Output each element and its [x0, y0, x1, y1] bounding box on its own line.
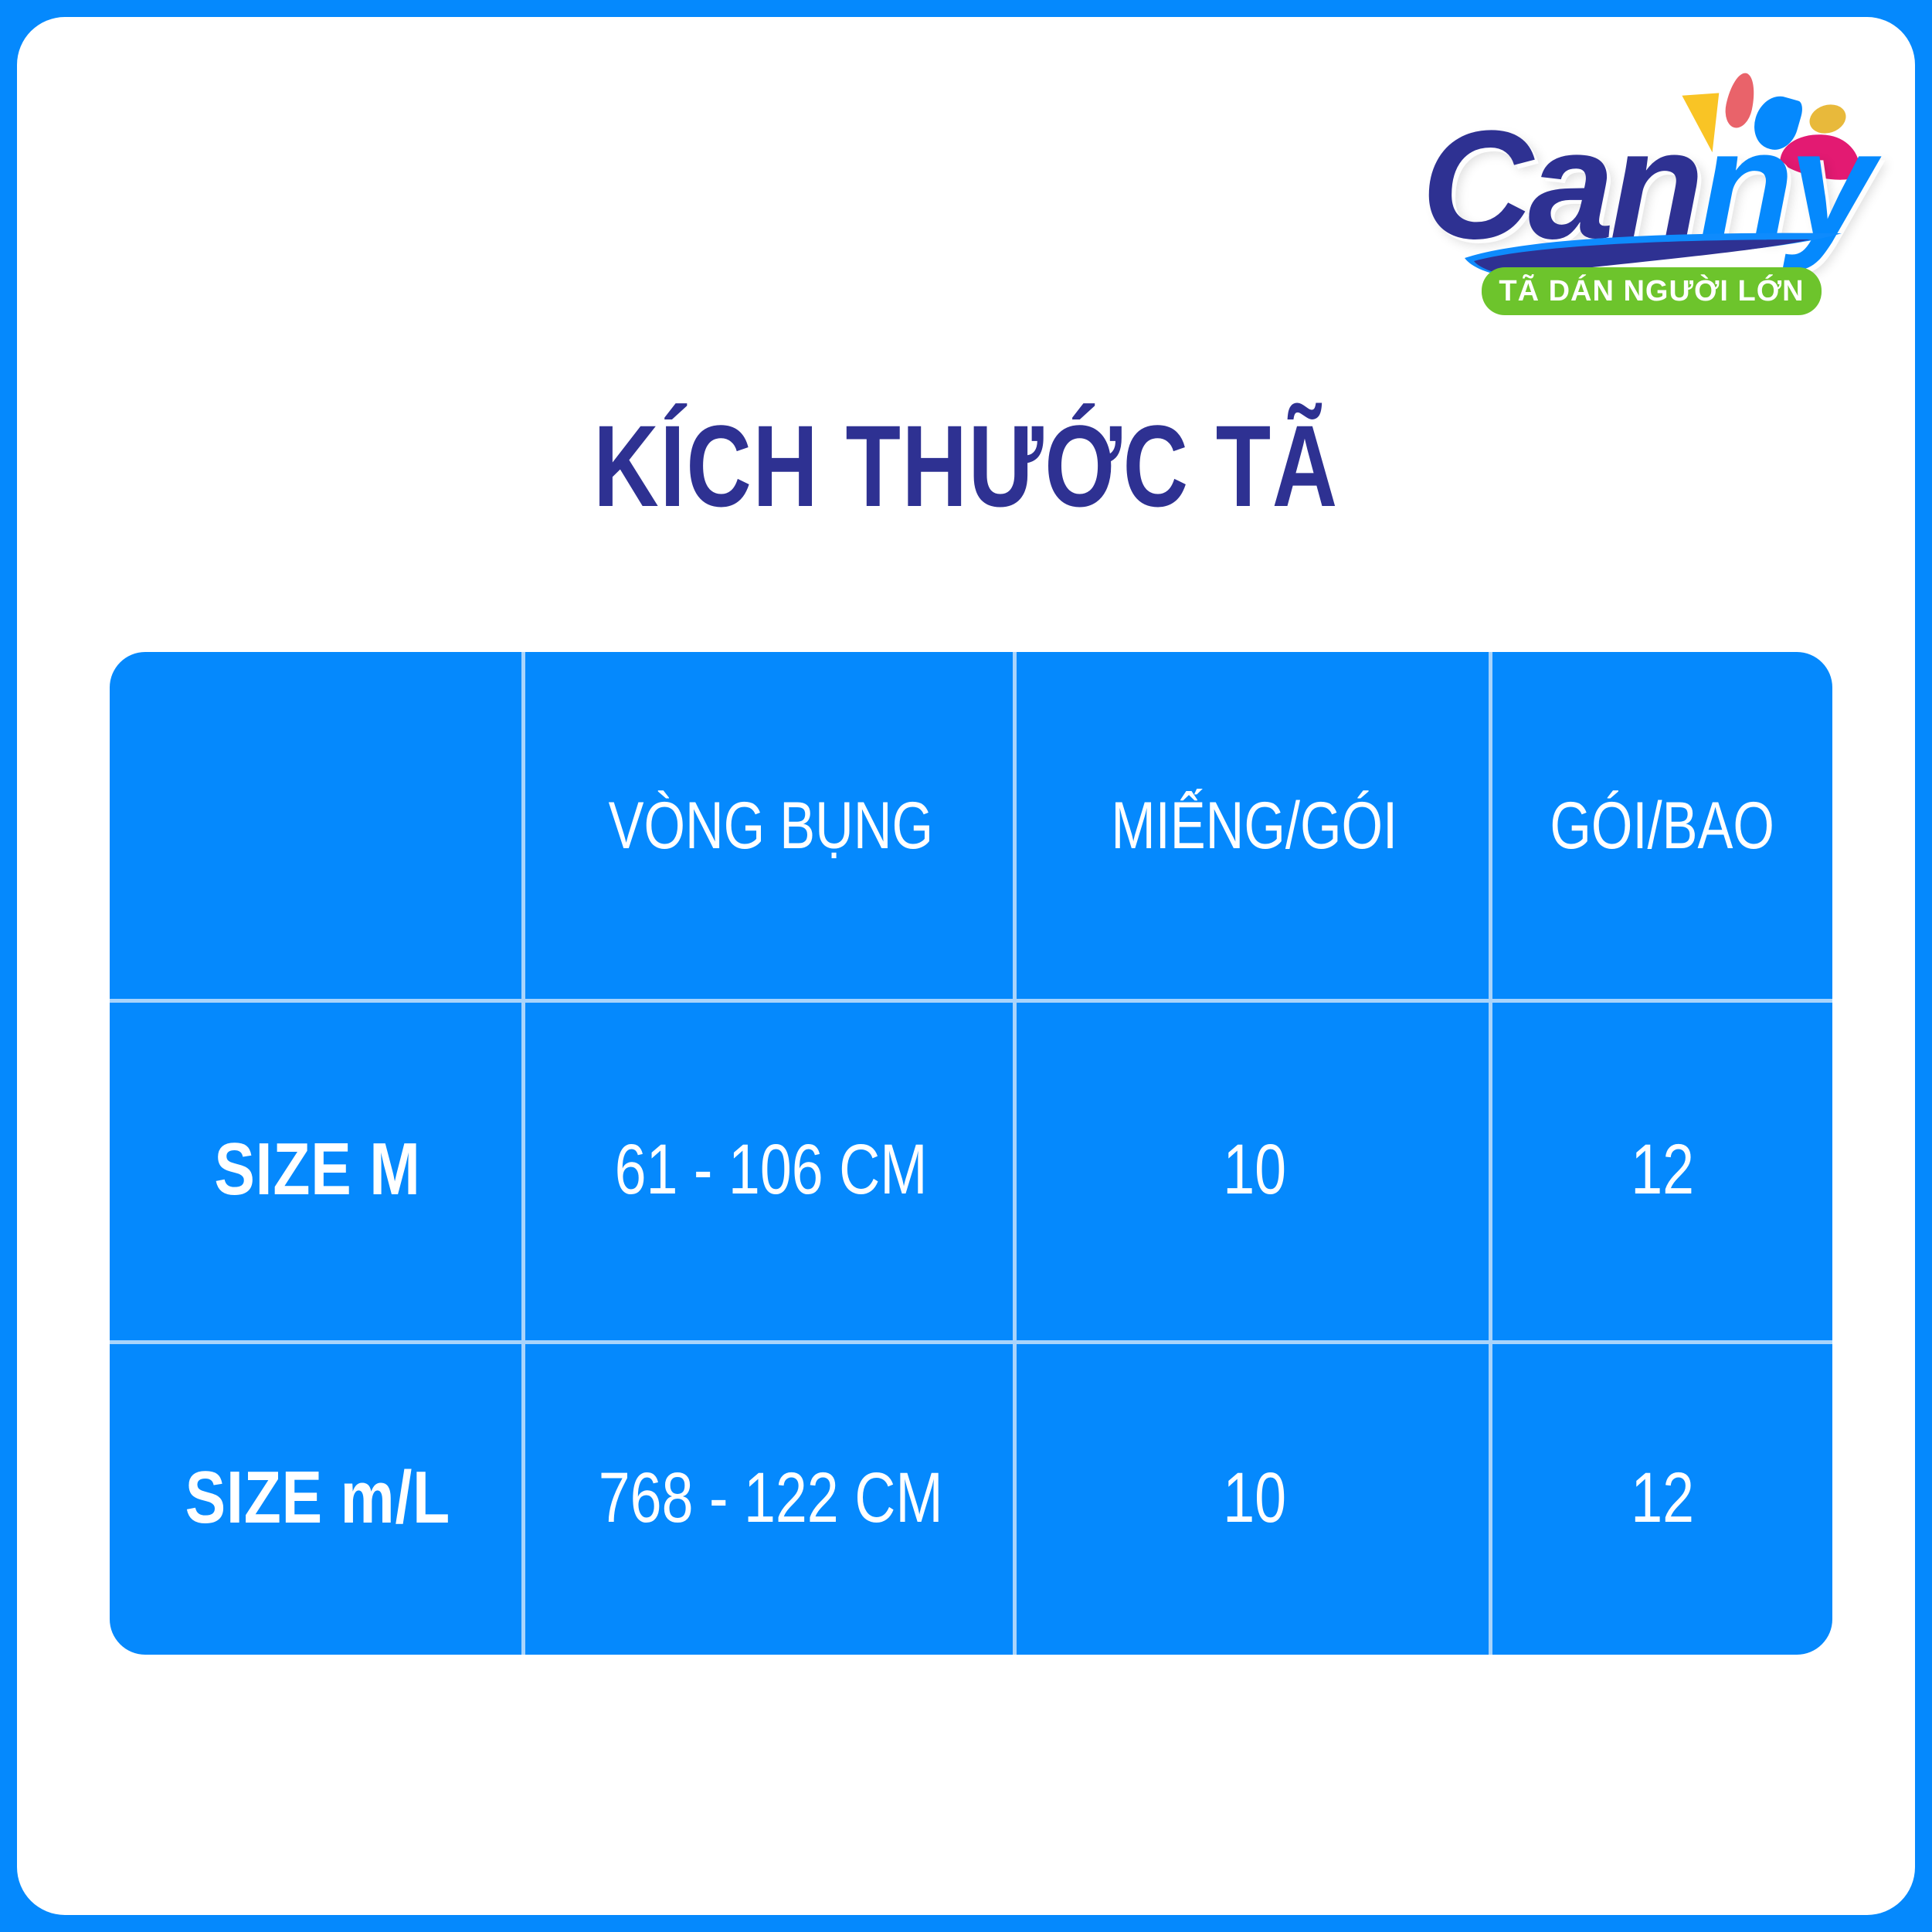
column-divider — [1013, 652, 1017, 999]
table-header-cell-pieces-per-pack: MIẾNG/GÓI — [1017, 652, 1492, 999]
size-chart-table: VÒNG BỤNG MIẾNG/GÓI GÓI/BAO SIZE M — [110, 652, 1832, 1655]
column-divider — [1489, 999, 1492, 1340]
table-cell-waist: 768 - 122 CM — [525, 1340, 1017, 1655]
column-divider — [521, 652, 525, 999]
table-cell-packs-per-bag: 12 — [1631, 1458, 1694, 1537]
column-divider — [1489, 1340, 1492, 1655]
table-cell-waist: 61 - 106 CM — [525, 999, 1017, 1340]
column-divider — [521, 1340, 525, 1655]
logo-wordmark: Canny — [1421, 108, 1900, 263]
row-divider — [110, 1340, 1832, 1344]
logo-tagline-badge: TÃ DÁN NGƯỜI LỚN — [1482, 267, 1822, 315]
table-cell-packs-per-bag: 12 — [1631, 1130, 1694, 1209]
table-row: SIZE M 61 - 106 CM 10 12 — [110, 999, 1832, 1340]
logo-tagline-text: TÃ DÁN NGƯỜI LỚN — [1499, 275, 1805, 307]
table-header-cell-waist: VÒNG BỤNG — [525, 652, 1017, 999]
table-cell-pieces-per-pack: 10 — [1017, 1340, 1492, 1655]
row-divider — [110, 999, 1832, 1003]
table-header-row: VÒNG BỤNG MIẾNG/GÓI GÓI/BAO — [110, 652, 1832, 999]
column-divider — [1013, 1340, 1017, 1655]
table-cell-size: SIZE m/L — [110, 1340, 525, 1655]
table-header-cell-blank — [110, 652, 525, 999]
table-row: SIZE m/L 768 - 122 CM 10 12 — [110, 1340, 1832, 1655]
page-content-area: Canny TÃ DÁN NGƯỜI LỚN KÍCH THƯỚC TÃ VÒN… — [17, 17, 1915, 1915]
column-divider — [521, 999, 525, 1340]
table-cell-size: SIZE M — [110, 999, 525, 1340]
page-title: KÍCH THƯỚC TÃ — [593, 401, 1339, 531]
table-cell-pieces-per-pack: 10 — [1017, 999, 1492, 1340]
table-header-cell-packs-per-bag: GÓI/BAO — [1550, 788, 1775, 863]
canny-logo: Canny TÃ DÁN NGƯỜI LỚN — [1421, 54, 1900, 348]
column-divider — [1013, 999, 1017, 1340]
column-divider — [1489, 652, 1492, 999]
